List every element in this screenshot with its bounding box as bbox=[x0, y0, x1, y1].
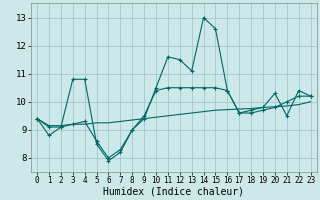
X-axis label: Humidex (Indice chaleur): Humidex (Indice chaleur) bbox=[103, 187, 244, 197]
